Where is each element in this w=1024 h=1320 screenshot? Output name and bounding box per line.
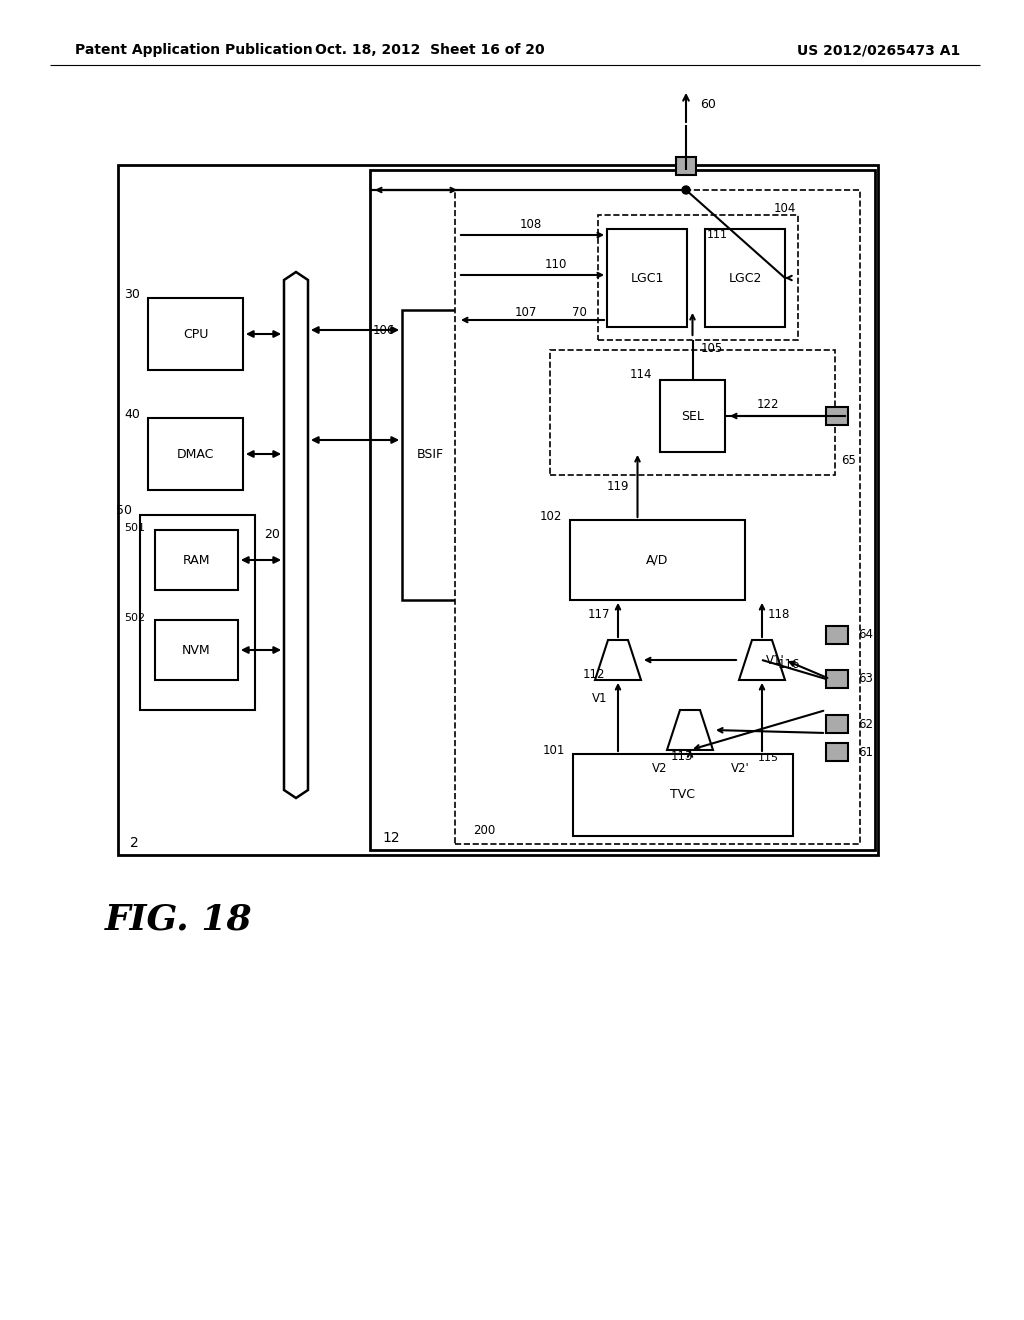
Text: 105: 105: [700, 342, 723, 355]
Text: 60: 60: [700, 99, 716, 111]
Text: Patent Application Publication: Patent Application Publication: [75, 44, 312, 57]
Text: 122: 122: [757, 397, 779, 411]
Bar: [155, 620, 238, 680]
Bar: [660, 380, 725, 451]
Bar: [140, 515, 255, 710]
Text: 102: 102: [540, 510, 562, 523]
Text: 30: 30: [124, 288, 140, 301]
Text: 64: 64: [858, 627, 873, 640]
Text: SEL: SEL: [681, 409, 703, 422]
Bar: [826, 743, 848, 762]
Text: LGC2: LGC2: [728, 272, 762, 285]
Text: 110: 110: [545, 257, 567, 271]
Text: NVM: NVM: [182, 644, 211, 656]
Text: 501: 501: [124, 523, 145, 533]
Text: LGC1: LGC1: [631, 272, 664, 285]
Text: FIG. 18: FIG. 18: [105, 903, 253, 937]
Text: 63: 63: [858, 672, 872, 685]
Text: 119: 119: [607, 479, 630, 492]
Bar: [455, 190, 860, 843]
Text: 118: 118: [768, 609, 791, 622]
Text: 65: 65: [841, 454, 856, 467]
Text: 113: 113: [671, 750, 693, 763]
Text: US 2012/0265473 A1: US 2012/0265473 A1: [797, 44, 961, 57]
Text: 20: 20: [264, 528, 280, 541]
Text: 70: 70: [572, 305, 587, 318]
Text: V2': V2': [731, 762, 750, 775]
Text: V2: V2: [652, 762, 668, 775]
Text: CPU: CPU: [183, 327, 208, 341]
Text: 12: 12: [382, 832, 399, 845]
Text: 2: 2: [130, 836, 138, 850]
Text: 106: 106: [373, 323, 395, 337]
Text: V1': V1': [766, 653, 784, 667]
Text: 114: 114: [630, 367, 652, 380]
Text: 200: 200: [473, 824, 496, 837]
Bar: [826, 715, 848, 733]
Bar: [598, 215, 798, 341]
Bar: [676, 157, 696, 176]
Bar: [607, 228, 687, 327]
Text: 104: 104: [773, 202, 796, 215]
Text: 50: 50: [116, 504, 132, 517]
Text: 108: 108: [520, 218, 543, 231]
Text: DMAC: DMAC: [177, 447, 214, 461]
Text: A/D: A/D: [646, 553, 669, 566]
Text: 61: 61: [858, 746, 873, 759]
Text: 111: 111: [707, 230, 728, 240]
Text: 40: 40: [124, 408, 140, 421]
Circle shape: [682, 186, 690, 194]
Bar: [550, 350, 835, 475]
Text: 116: 116: [777, 657, 800, 671]
Bar: [826, 626, 848, 644]
Text: 101: 101: [543, 743, 565, 756]
Bar: [826, 407, 848, 425]
Bar: [402, 310, 458, 601]
Polygon shape: [284, 272, 308, 799]
Text: TVC: TVC: [671, 788, 695, 801]
Text: 115: 115: [758, 752, 779, 763]
Text: V1: V1: [592, 692, 608, 705]
Text: 117: 117: [588, 609, 610, 622]
Text: 62: 62: [858, 718, 873, 730]
Bar: [570, 520, 745, 601]
Bar: [148, 418, 243, 490]
Bar: [573, 754, 793, 836]
Text: 107: 107: [515, 305, 538, 318]
Bar: [826, 671, 848, 688]
Text: 502: 502: [124, 612, 145, 623]
Text: 112: 112: [583, 668, 605, 681]
Bar: [118, 165, 878, 855]
Bar: [155, 531, 238, 590]
Bar: [148, 298, 243, 370]
Bar: [370, 170, 874, 850]
Text: BSIF: BSIF: [417, 449, 443, 462]
Bar: [705, 228, 785, 327]
Text: RAM: RAM: [182, 553, 210, 566]
Text: Oct. 18, 2012  Sheet 16 of 20: Oct. 18, 2012 Sheet 16 of 20: [315, 44, 545, 57]
